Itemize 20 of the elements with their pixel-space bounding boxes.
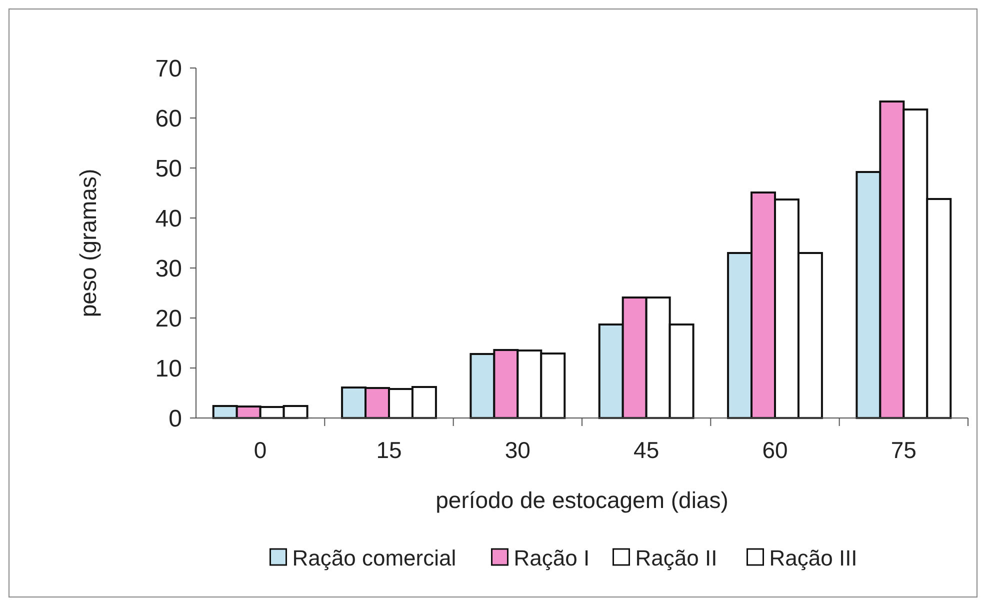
y-axis-title: peso (gramas)	[75, 168, 101, 318]
y-tick-label: 20	[155, 305, 182, 332]
y-tick-label: 70	[155, 55, 182, 82]
x-tick-label: 30	[504, 437, 530, 463]
y-tick-label: 40	[155, 205, 182, 232]
x-tick-label: 75	[890, 437, 916, 463]
x-tick-label: 60	[762, 437, 788, 463]
legend-label: Ração II	[635, 546, 718, 571]
x-tick-label: 45	[634, 437, 660, 463]
legend-label: Ração I	[514, 546, 590, 571]
legend-label: Ração III	[769, 546, 858, 571]
x-axis-title: período de estocagem (dias)	[436, 487, 728, 513]
y-tick-label: 30	[155, 255, 182, 282]
y-tick-label: 0	[168, 405, 182, 432]
y-tick-label: 50	[155, 155, 182, 182]
x-tick-label: 15	[376, 437, 402, 463]
y-tick-label: 60	[155, 105, 182, 132]
legend-label: Ração comercial	[292, 546, 456, 571]
x-tick-label: 0	[254, 437, 267, 463]
y-tick-label: 10	[155, 355, 182, 382]
